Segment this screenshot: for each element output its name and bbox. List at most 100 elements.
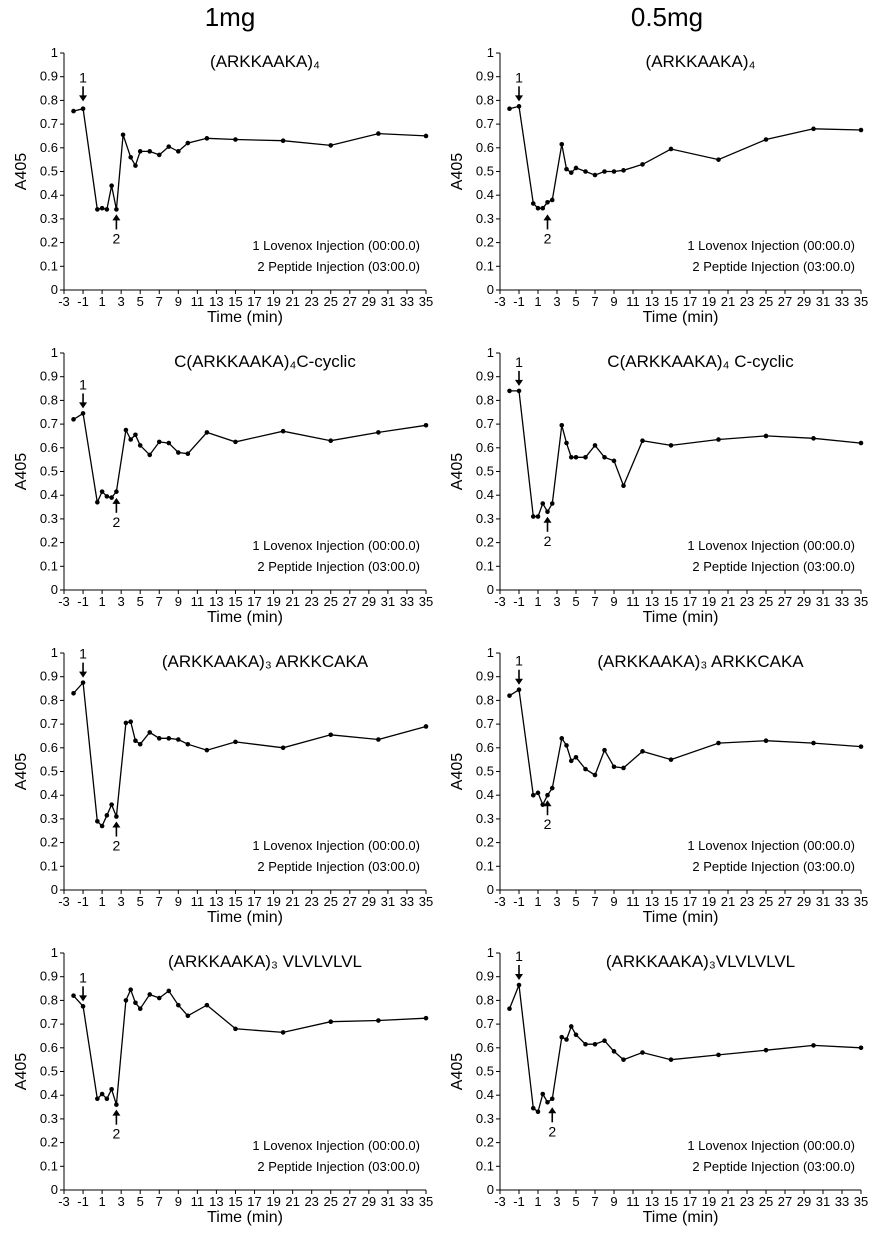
y-tick-label: 0.8 (40, 992, 58, 1007)
x-tick-label: 15 (664, 894, 678, 909)
x-tick-label: 25 (759, 894, 773, 909)
x-tick-label: 35 (854, 894, 868, 909)
data-point (583, 454, 588, 460)
x-tick-label: -1 (513, 294, 525, 309)
data-point (109, 802, 114, 807)
x-tick-label: 23 (304, 294, 318, 309)
series-line (509, 390, 862, 518)
x-tick-label: 11 (191, 594, 205, 609)
data-point (104, 1096, 110, 1102)
data-point (621, 765, 626, 771)
x-tick-label: 7 (156, 894, 163, 909)
data-point (156, 152, 162, 158)
x-tick-label: 7 (156, 1194, 163, 1209)
data-point (128, 154, 133, 160)
x-tick-label: 27 (343, 594, 357, 609)
data-point (763, 137, 769, 142)
x-tick-label: 15 (228, 294, 242, 309)
data-point (640, 1050, 645, 1055)
annotation-arrowhead (515, 95, 523, 102)
data-point (128, 437, 133, 442)
x-tick-label: 29 (362, 1194, 376, 1209)
x-tick-label: 17 (247, 294, 261, 309)
legend-entry: 2 Peptide Injection (03:00.0) (692, 859, 855, 874)
x-tick-label: 1 (98, 594, 105, 609)
legend-entry: 1 Lovenox Injection (00:00.0) (687, 838, 855, 853)
y-tick-label: 0.2 (40, 835, 58, 850)
x-tick-label: 5 (137, 894, 144, 909)
data-point (611, 1049, 617, 1054)
x-tick-label: 21 (721, 1194, 735, 1209)
x-tick-label: 29 (797, 594, 811, 609)
x-tick-label: 27 (778, 594, 792, 609)
x-tick-label: 5 (137, 294, 144, 309)
annotation-label: 2 (544, 816, 552, 832)
x-tick-label: 21 (285, 594, 299, 609)
data-point (280, 745, 286, 751)
y-tick-label: 0.5 (476, 464, 494, 479)
data-point (716, 437, 721, 442)
annotation-arrowhead (543, 516, 552, 523)
data-point (611, 458, 617, 464)
y-tick-label: 0.6 (476, 140, 494, 155)
y-tick-label: 0 (487, 1182, 494, 1197)
annotation-label: 1 (515, 354, 523, 370)
chart-panel-8: 00.10.20.30.40.50.60.70.80.91-3 -1 1 3 5 7 9 11… (449, 945, 868, 1226)
y-tick-label: 0.7 (476, 716, 494, 731)
data-point (80, 411, 86, 416)
data-point (621, 168, 626, 173)
y-tick-label: 0.1 (40, 858, 58, 873)
x-tick-label: 29 (362, 294, 376, 309)
y-tick-label: 0.1 (40, 1158, 58, 1173)
y-tick-label: 0.3 (40, 511, 58, 526)
x-tick-label: 29 (362, 894, 376, 909)
column-header-1mg: 1mg (204, 2, 256, 32)
data-point (328, 1019, 334, 1025)
data-point (535, 514, 541, 519)
data-point (166, 440, 172, 446)
y-axis-label: A405 (13, 753, 30, 790)
x-tick-label: 35 (419, 894, 433, 909)
x-tick-label: 19 (702, 894, 716, 909)
data-point (535, 790, 541, 796)
data-point (233, 439, 238, 445)
legend-entry: 2 Peptide Injection (03:00.0) (692, 559, 855, 574)
data-point (80, 1004, 86, 1009)
y-tick-label: 0.1 (476, 558, 494, 573)
data-point (573, 454, 579, 460)
data-point (535, 205, 541, 211)
y-tick-label: 0.7 (40, 116, 58, 131)
data-point (516, 388, 522, 394)
data-point (147, 992, 153, 997)
x-tick-label: -3 (58, 1194, 70, 1209)
x-tick-label: -3 (494, 894, 506, 909)
y-tick-label: 0.9 (476, 69, 494, 84)
y-tick-label: 0 (51, 882, 58, 897)
annotation-arrowhead (112, 821, 121, 828)
y-tick-label: 0.2 (40, 235, 58, 250)
x-tick-label: 3 (553, 894, 560, 909)
data-point (583, 1041, 588, 1047)
y-tick-label: 0.5 (40, 464, 58, 479)
chart-panel-7: 00.10.20.30.40.50.60.70.80.91-3 -1 1 3 5 7 9 11… (13, 945, 433, 1226)
y-tick-label: 0.9 (40, 669, 58, 684)
y-tick-label: 0.1 (476, 858, 494, 873)
chart-panel-3: 00.10.20.30.40.50.60.70.80.91-3 -1 1 3 5 7 9 11… (13, 345, 433, 626)
chart-panel-6: 00.10.20.30.40.50.60.70.80.91-3 -1 1 3 5 7 9 11… (449, 645, 868, 926)
y-axis-label: A405 (449, 753, 466, 790)
x-tick-label: -1 (513, 594, 525, 609)
annotation-arrowhead (515, 973, 523, 980)
x-tick-label: 19 (266, 1194, 280, 1209)
data-point (166, 144, 172, 149)
x-tick-label: -3 (494, 594, 506, 609)
data-point (185, 140, 191, 146)
y-tick-label: 0.1 (476, 1158, 494, 1173)
chart-panel-5: 00.10.20.30.40.50.60.70.80.91-3 -1 1 3 5 7 9 11… (13, 645, 433, 926)
data-point (328, 438, 334, 443)
annotation-label: 2 (544, 533, 552, 549)
annotation-arrowhead (543, 214, 552, 221)
x-axis-label: Time (min) (207, 1209, 283, 1226)
x-tick-label: 21 (721, 894, 735, 909)
y-tick-label: 0.9 (40, 969, 58, 984)
annotation-arrowhead (515, 379, 523, 386)
